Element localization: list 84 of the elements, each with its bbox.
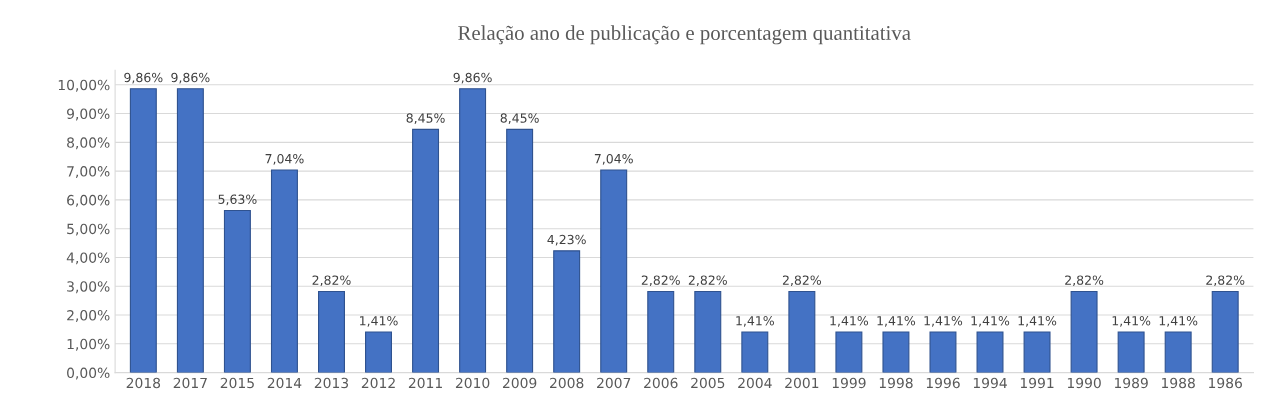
x-tick-label: 1986 [1209,377,1242,389]
bar [1211,290,1239,373]
bar [788,290,816,373]
data-label: 9,86% [124,72,163,84]
data-label: 8,45% [406,113,445,125]
data-label: 2,82% [782,275,822,287]
data-label: 2,82% [1206,275,1245,287]
data-label: 1,41% [1112,315,1151,327]
bar [1164,331,1192,373]
bar [270,169,298,373]
data-label: 5,63% [218,194,257,206]
bar [1070,290,1098,373]
x-tick-label: 2018 [126,377,161,389]
y-tick-label: 10,00% [58,79,110,92]
data-label: 1,41% [830,315,869,327]
bar [647,290,675,373]
data-label: 2,82% [641,275,680,287]
x-tick-label: 1988 [1162,377,1195,389]
bar [976,331,1004,373]
bar [365,331,393,373]
x-tick-label: 2014 [267,377,302,389]
bar [412,128,440,373]
data-label: 9,86% [171,72,210,84]
y-tick-label: 6,00% [67,194,110,207]
x-tick-label: 1989 [1114,377,1148,389]
bar [694,290,722,373]
bar [553,250,581,373]
data-label: 2,82% [312,275,351,287]
bar [129,88,157,373]
y-tick-label: 8,00% [67,137,110,150]
bar [929,331,957,373]
bar [741,331,769,373]
bar [223,209,251,373]
data-label: 1,41% [1018,315,1057,327]
x-tick-label: 2017 [173,377,207,389]
data-label: 1,41% [1159,315,1198,327]
data-label: 1,41% [924,315,963,327]
bar [835,331,863,373]
data-label: 7,04% [594,153,633,165]
data-label: 4,23% [547,234,586,246]
x-tick-label: 2001 [785,377,819,389]
y-tick-label: 5,00% [67,223,110,236]
x-tick-label: 2008 [550,377,584,389]
x-tick-label: 2005 [691,377,725,389]
x-tick-label: 2010 [455,377,490,389]
x-tick-label: 2012 [361,377,395,389]
x-tick-label: 1990 [1067,377,1101,389]
bar [176,88,204,373]
x-tick-label: 1991 [1020,377,1054,389]
bar [506,128,534,373]
data-label: 1,41% [360,315,398,327]
y-tick-label: 4,00% [66,252,110,265]
bar [882,331,910,373]
x-tick-label: 2013 [314,377,349,389]
data-label: 8,45% [500,113,539,125]
x-tick-label: 1999 [832,377,866,389]
bar [459,88,487,373]
y-tick-label: 9,00% [67,108,110,121]
x-tick-label: 1996 [926,377,960,389]
data-label: 1,41% [971,315,1010,327]
bar [317,290,345,373]
y-tick-label: 1,00% [67,338,110,351]
x-tick-label: 2006 [644,377,678,389]
y-tick-label: 0,00% [67,367,110,380]
data-label: 2,82% [688,275,727,287]
y-tick-label: 2,00% [67,310,110,322]
chart-title: Relação ano de publicação e porcentagem quantitativa [458,25,911,45]
data-label: 7,04% [265,153,304,165]
data-label: 2,82% [1065,275,1104,287]
x-tick-label: 2007 [597,377,631,389]
x-tick-label: 1998 [879,377,913,389]
x-tick-label: 2004 [738,377,772,389]
bar [1117,331,1145,373]
x-tick-label: 2009 [502,377,537,389]
y-tick-label: 7,00% [67,166,110,179]
y-tick-label: 3,00% [67,281,110,294]
data-label: 1,41% [736,315,774,327]
data-label: 9,86% [453,72,492,84]
bar [600,169,628,373]
x-tick-label: 2011 [408,377,442,389]
x-tick-label: 1994 [973,377,1007,389]
data-label: 1,41% [877,315,916,327]
x-tick-label: 2015 [220,377,254,389]
bar [1023,331,1051,373]
